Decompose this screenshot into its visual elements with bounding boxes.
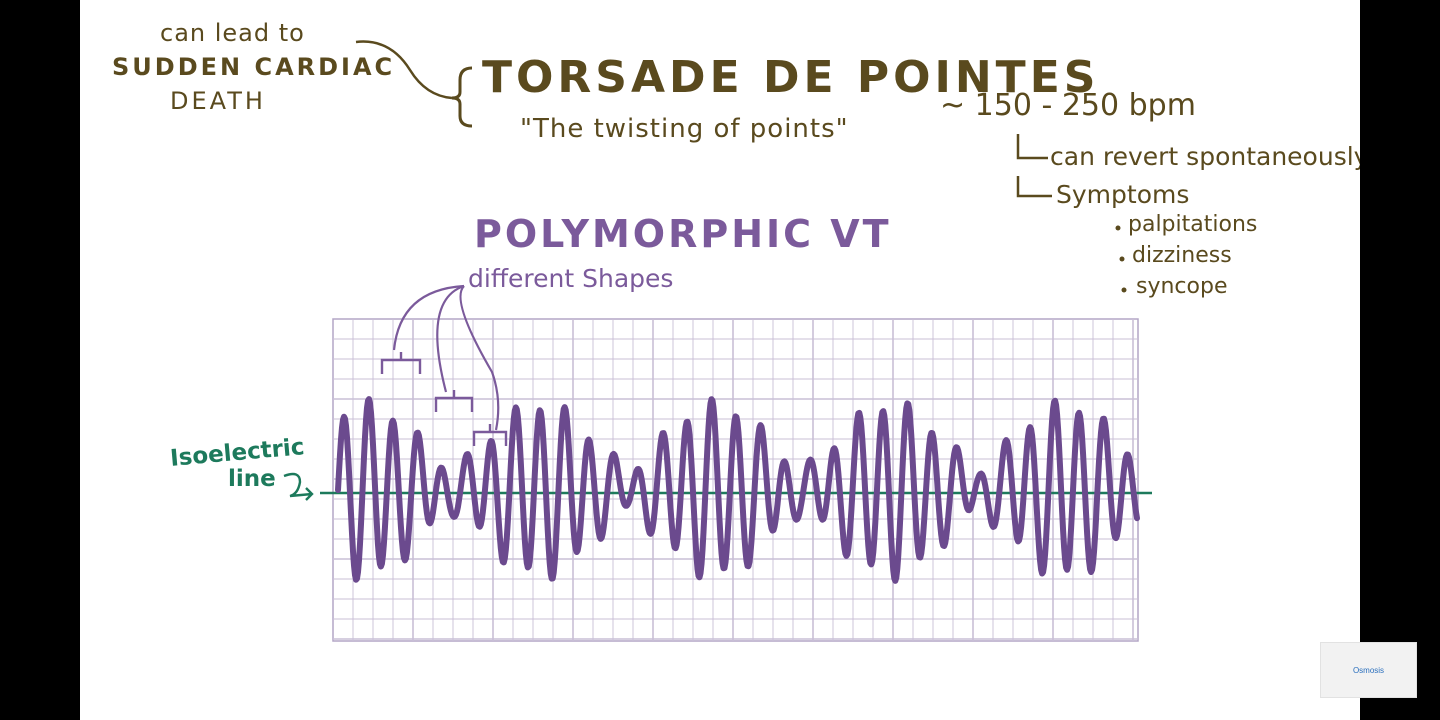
revert-connector	[1016, 134, 1048, 160]
polymorphic-heading: POLYMORPHIC VT	[474, 212, 892, 256]
pointer-line-1	[392, 284, 465, 351]
slide-canvas: can lead to SUDDEN CARDIAC DEATH TORSADE…	[80, 0, 1360, 720]
grid-border	[332, 318, 1139, 642]
isoelectric-label-line: line	[228, 466, 276, 492]
bullet-dizziness	[1119, 256, 1125, 262]
death-connector	[355, 40, 453, 100]
bracket-1	[380, 352, 422, 374]
diagram-svg	[283, 40, 1152, 642]
logo-text: Osmosis	[1352, 665, 1385, 675]
symptom-syncope: syncope	[1136, 274, 1228, 299]
bracket-2	[434, 390, 474, 412]
ecg-grid	[332, 318, 1139, 642]
symptom-dizziness: dizziness	[1132, 243, 1232, 268]
pointer-line-3	[459, 285, 500, 431]
bullet-palpitations	[1115, 225, 1121, 231]
title-brace	[451, 66, 473, 128]
symptoms-heading: Symptoms	[1056, 180, 1190, 209]
symptoms-connector	[1016, 176, 1052, 198]
bullet-syncope	[1121, 287, 1127, 293]
death-note-line1: can lead to	[160, 19, 305, 47]
sudden-death-note: can lead to SUDDEN CARDIAC DEATH	[112, 16, 412, 118]
page-title: TORSADE DE POINTES	[482, 52, 1100, 103]
pointer-line-2	[436, 284, 465, 393]
death-note-line3: DEATH	[170, 87, 266, 115]
bracket-3	[472, 424, 508, 446]
page-subtitle: "The twisting of points"	[520, 114, 849, 144]
osmosis-logo: Osmosis	[1320, 642, 1417, 698]
revert-label: can revert spontaneously	[1050, 142, 1360, 171]
ecg-waveform	[335, 396, 1140, 584]
isoelectric-arrow	[283, 472, 314, 501]
death-note-line2: SUDDEN CARDIAC	[112, 53, 396, 81]
symptom-palpitations: palpitations	[1128, 212, 1258, 237]
rate-label: ~ 150 - 250 bpm	[940, 88, 1196, 123]
different-shapes-label: different Shapes	[468, 264, 674, 293]
